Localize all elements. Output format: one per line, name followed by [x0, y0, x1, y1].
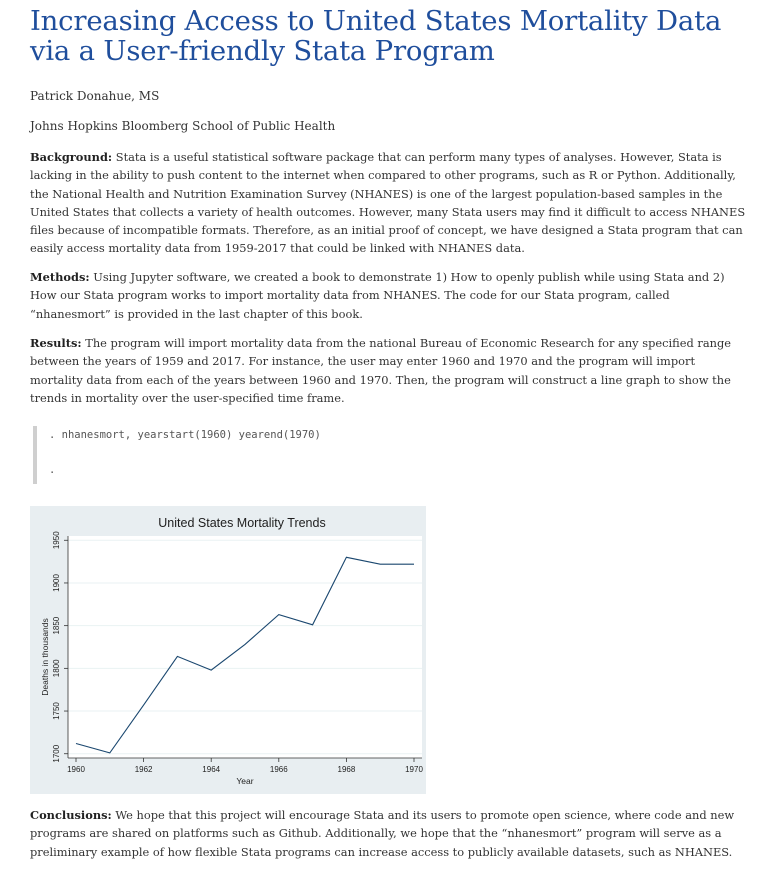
x-tick-label: 1962	[135, 765, 153, 774]
x-tick-label: 1968	[338, 765, 356, 774]
y-tick-label: 1900	[52, 574, 61, 592]
mortality-chart: United States Mortality Trends 1700 1750 18…	[30, 506, 426, 794]
chart-title: United States Mortality Trends	[158, 516, 325, 530]
x-tick-label: 1966	[270, 765, 288, 774]
page-title: Increasing Access to United States Morta…	[30, 5, 722, 67]
results-heading: Results:	[30, 336, 82, 350]
y-tick-label: 1950	[52, 531, 61, 549]
conclusions-heading: Conclusions:	[30, 808, 112, 822]
author: Patrick Donahue, MS	[30, 89, 160, 103]
affiliation: Johns Hopkins Bloomberg School of Public…	[30, 119, 336, 133]
results-text: The program will import mortality data f…	[30, 336, 731, 405]
code-line-prompt: .	[49, 464, 56, 476]
x-tick-label: 1970	[405, 765, 423, 774]
conclusions-paragraph: Conclusions: We hope that this project w…	[30, 806, 750, 861]
conclusions-text: We hope that this project will encourage…	[30, 808, 735, 859]
y-tick-label: 1800	[52, 659, 61, 677]
results-paragraph: Results: The program will import mortali…	[30, 334, 750, 407]
y-tick-label: 1700	[52, 744, 61, 762]
x-tick-label: 1960	[67, 765, 85, 774]
x-axis-label: Year	[236, 776, 253, 786]
background-heading: Background:	[30, 150, 113, 164]
series-line	[75, 556, 414, 754]
background-paragraph: Background: Stata is a useful statistica…	[30, 148, 750, 258]
methods-paragraph: Methods: Using Jupyter software, we crea…	[30, 268, 750, 323]
chart-svg: United States Mortality Trends 1700 1750 18…	[40, 516, 423, 786]
code-block: . nhanesmort, yearstart(1960) yearend(19…	[33, 426, 727, 484]
y-tick-label: 1850	[52, 616, 61, 634]
code-line-command: . nhanesmort, yearstart(1960) yearend(19…	[49, 429, 321, 441]
y-axis-label: Deaths in thousands	[40, 618, 50, 696]
methods-text: Using Jupyter software, we created a boo…	[30, 270, 725, 321]
plot-area	[68, 536, 422, 758]
y-tick-label: 1750	[52, 702, 61, 720]
x-tick-label: 1964	[202, 765, 220, 774]
methods-heading: Methods:	[30, 270, 90, 284]
background-text: Stata is a useful statistical software p…	[30, 150, 746, 256]
